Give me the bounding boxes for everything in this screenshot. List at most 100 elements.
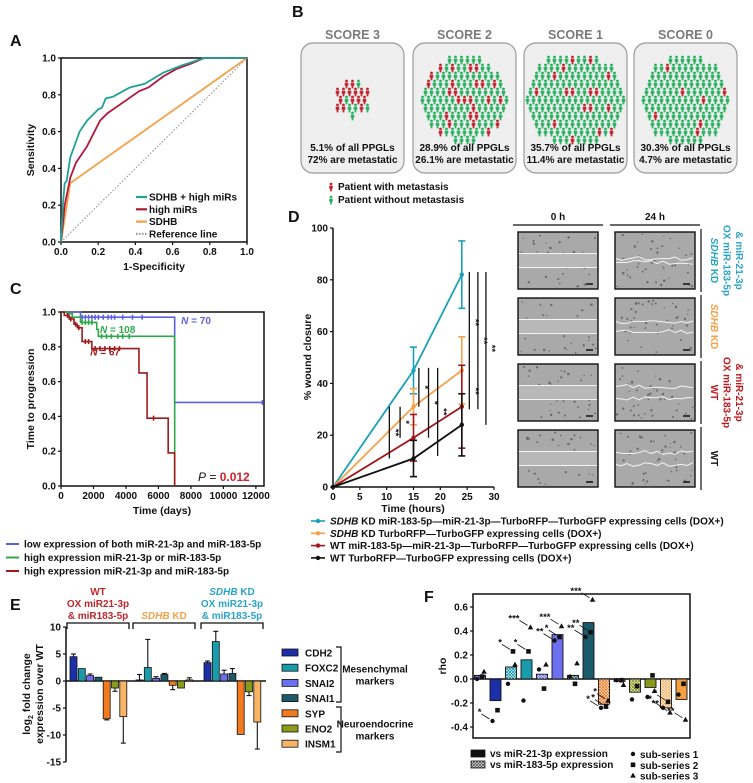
head <box>493 111 496 115</box>
cell-speck <box>567 372 570 376</box>
patient-icon <box>471 119 476 129</box>
body <box>683 98 688 105</box>
body <box>462 114 467 121</box>
group-label: WT <box>90 587 106 598</box>
head <box>681 135 684 139</box>
cell-speck <box>538 434 541 437</box>
body <box>483 106 488 113</box>
significance-leader <box>550 618 559 625</box>
head <box>424 87 427 91</box>
head <box>463 95 466 99</box>
head <box>436 71 439 75</box>
patient-icon <box>573 127 578 137</box>
body <box>558 74 563 81</box>
cell-speck <box>646 393 650 397</box>
roc-chart: 0.0 0.2 0.4 0.6 0.8 1.00.00.20.40.60.81.01-Sp… <box>25 54 254 274</box>
cell-speck <box>621 271 625 275</box>
head <box>642 95 645 99</box>
p-value: P = 0.012 <box>198 470 250 484</box>
patient-icon <box>450 63 455 73</box>
head <box>472 87 475 91</box>
cell-speck <box>522 237 525 240</box>
head <box>562 127 565 131</box>
significance-stars: * <box>429 401 440 405</box>
cell-speck <box>588 473 590 475</box>
patient-icon <box>543 79 548 89</box>
patient-icon <box>468 63 473 73</box>
body <box>656 106 661 113</box>
patient-icon <box>453 87 458 97</box>
patient-icon <box>671 127 676 137</box>
wound-edge <box>615 396 694 401</box>
image-frame <box>614 363 696 422</box>
cell-speck <box>520 251 523 254</box>
patient-icon <box>665 111 670 121</box>
cell-speck <box>587 339 590 341</box>
head <box>568 111 571 115</box>
head <box>342 87 345 91</box>
body <box>549 82 554 89</box>
significance-leader <box>548 629 557 636</box>
body <box>453 138 458 145</box>
head <box>329 195 333 199</box>
head <box>469 127 472 131</box>
subseries-3-marker <box>620 682 627 687</box>
body <box>677 66 682 73</box>
head <box>669 87 672 91</box>
cell-speck <box>661 449 664 452</box>
head <box>622 95 625 99</box>
subseries-2-marker <box>479 674 485 679</box>
cell-speck <box>630 409 632 412</box>
significance-stars: ** <box>469 319 480 327</box>
score-share: 35.7% of all PPGLs <box>530 143 620 154</box>
body <box>350 114 355 121</box>
body <box>353 90 358 97</box>
head <box>484 103 487 107</box>
body <box>549 114 554 121</box>
significance-stars: * <box>400 420 411 424</box>
head <box>529 87 532 91</box>
body <box>537 82 542 89</box>
head <box>705 103 708 107</box>
body <box>594 74 599 81</box>
italic-gene-name: SDHB <box>141 611 169 622</box>
head <box>690 95 693 99</box>
cell-speck <box>691 469 693 471</box>
patient-icon <box>341 87 346 97</box>
head <box>675 119 678 123</box>
patient-icon <box>549 79 554 89</box>
cell-speck <box>684 412 687 415</box>
head <box>451 63 454 67</box>
label-text: OX miR21-3p <box>201 599 263 610</box>
body <box>585 114 590 121</box>
body <box>585 98 590 105</box>
x-tick-label: 10 <box>381 492 393 503</box>
head <box>693 71 696 75</box>
significance-leader <box>651 700 661 707</box>
head <box>693 119 696 123</box>
head <box>675 87 678 91</box>
cell-speck <box>637 414 640 417</box>
head <box>678 63 681 67</box>
body <box>567 82 572 89</box>
legend-label: SDHB KD miR-183-5p—miR-21-3p—TurboRFP—Tu… <box>330 517 724 528</box>
patient-icon <box>707 63 712 73</box>
bar-insm1 <box>119 680 128 718</box>
patient-icon <box>573 63 578 73</box>
patient-icon <box>531 79 536 89</box>
patient-icon <box>680 119 685 129</box>
head <box>538 111 541 115</box>
cell-speck <box>567 442 570 446</box>
subseries-3-marker <box>543 661 549 667</box>
head <box>586 79 589 83</box>
head <box>651 103 654 107</box>
bar-snai2 <box>220 673 229 682</box>
patient-icon <box>365 87 370 97</box>
head <box>687 87 690 91</box>
head <box>457 79 460 83</box>
head <box>499 95 502 99</box>
head <box>484 119 487 123</box>
panel-letter: E <box>10 597 21 614</box>
head <box>463 127 466 131</box>
significance-stars: *** <box>508 613 519 624</box>
